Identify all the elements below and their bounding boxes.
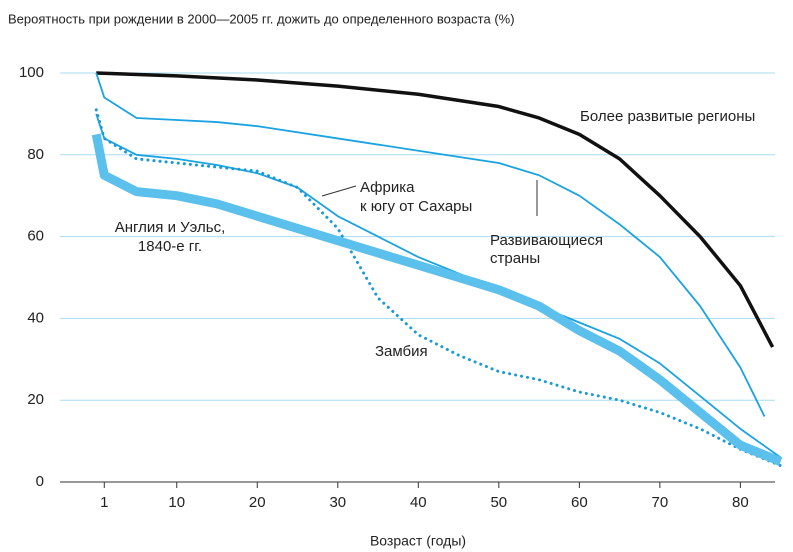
- x-tick-label: 20: [249, 494, 266, 511]
- annotation: к югу от Сахары: [360, 198, 472, 215]
- x-tick-label: 50: [490, 494, 507, 511]
- x-axis-label: Возраст (годы): [370, 533, 466, 549]
- annotation: Замбия: [375, 343, 428, 360]
- y-tick-label: 60: [27, 228, 44, 245]
- annotation: Развивающиеся: [490, 232, 603, 249]
- series-line: [94, 108, 783, 468]
- annotations: Более развитые регионы Африка к югу от С…: [115, 108, 756, 360]
- chart-title: Вероятность при рождении в 2000—2005 гг.…: [8, 11, 515, 26]
- annotation: Африка: [360, 179, 415, 196]
- x-tick-label: 10: [168, 494, 185, 511]
- x-tick-label: 1: [100, 494, 108, 511]
- annotation: 1840-е гг.: [138, 238, 202, 255]
- y-tick-label: 40: [27, 309, 44, 326]
- y-tick-label: 20: [27, 391, 44, 408]
- annotation: страны: [490, 250, 540, 267]
- leader-line: [321, 185, 357, 197]
- y-tick-label: 0: [36, 473, 44, 490]
- series-line: [91, 133, 783, 466]
- annotation: Англия и Уэльс,: [115, 219, 226, 236]
- series-line: [95, 72, 766, 417]
- series-line: [96, 71, 775, 348]
- y-tick-label: 100: [19, 64, 44, 81]
- series-line: [95, 113, 782, 459]
- x-tick-label: 70: [652, 494, 669, 511]
- x-tick-label: 30: [329, 494, 346, 511]
- x-tick-label: 60: [571, 494, 588, 511]
- x-tick-label: 80: [732, 494, 749, 511]
- y-tick-label: 80: [27, 146, 44, 163]
- annotation: Более развитые регионы: [580, 108, 755, 125]
- x-tick-label: 40: [410, 494, 427, 511]
